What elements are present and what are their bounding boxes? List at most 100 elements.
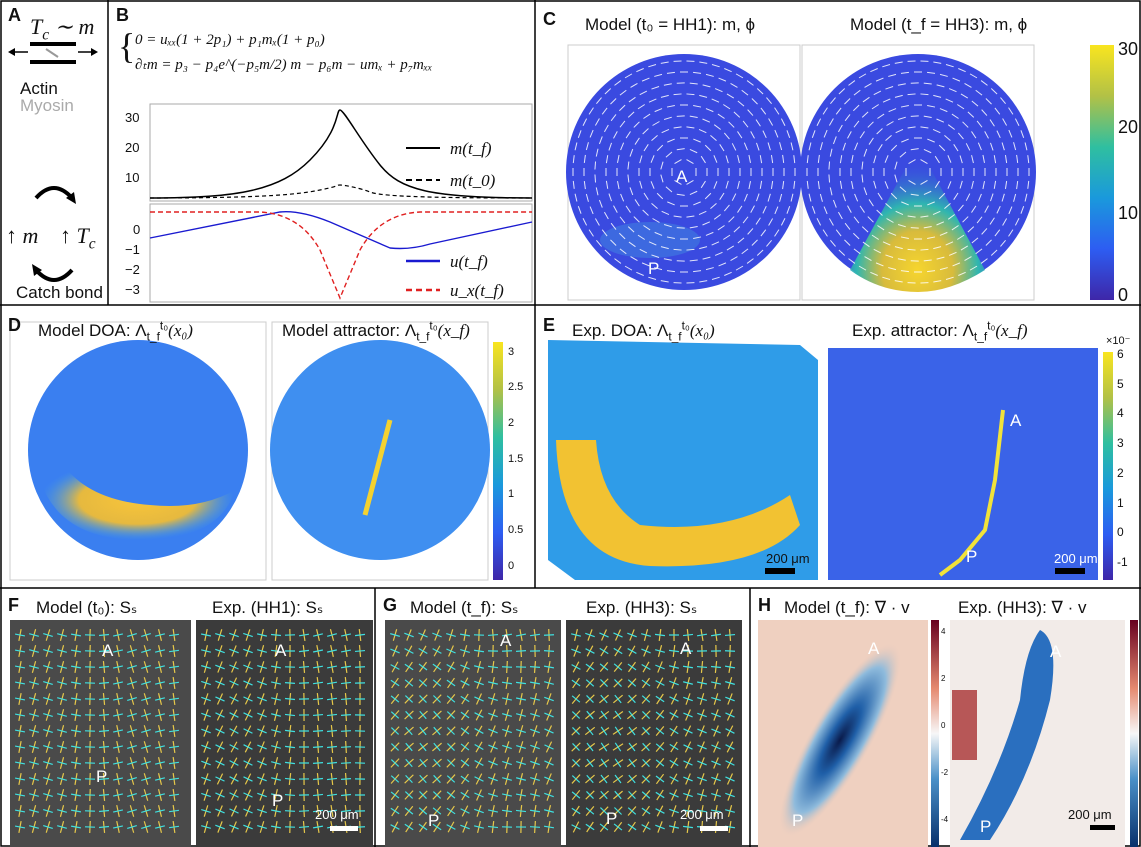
tensor-glyph	[418, 647, 428, 655]
tensor-glyph	[487, 665, 499, 669]
tensor-glyph	[57, 681, 67, 685]
orientation-dash	[793, 180, 796, 189]
tensor-glyph	[57, 649, 67, 653]
tensor-glyph	[57, 633, 67, 637]
colorbar-label: 4	[941, 627, 946, 636]
tensor-glyph	[572, 727, 580, 735]
tensor-glyph	[725, 809, 735, 813]
orientation-dash	[894, 246, 903, 250]
orientation-dash	[585, 193, 589, 202]
tensor-glyph	[29, 633, 39, 637]
orientation-dash	[648, 276, 657, 280]
tensor-glyph	[683, 744, 693, 750]
tensor-glyph	[474, 728, 484, 734]
orientation-dash	[888, 108, 897, 113]
orientation-dash	[862, 96, 870, 103]
tensor-glyph	[168, 745, 180, 749]
orientation-dash	[958, 271, 966, 276]
orientation-dash	[897, 224, 906, 228]
tensor-glyph	[326, 665, 338, 669]
tensor-glyph	[460, 759, 470, 767]
orientation-dash	[1000, 239, 1006, 247]
orientation-dash	[686, 248, 695, 251]
tensor-glyph	[284, 697, 296, 701]
tensor-glyph	[43, 632, 53, 638]
orientation-dash	[837, 124, 843, 133]
tensor-glyph	[43, 712, 53, 718]
tensor-glyph	[474, 792, 484, 798]
orientation-dash	[637, 234, 645, 240]
symbol: ↑ T	[60, 223, 89, 248]
d-maps	[9, 321, 503, 581]
tensor-glyph	[405, 774, 413, 784]
tensor-glyph	[487, 633, 499, 637]
orientation-dash	[958, 68, 966, 73]
tensor-glyph	[419, 774, 427, 784]
orientation-dash	[993, 180, 997, 189]
panel-title: Model (t_f = HH3): m, ϕ	[850, 15, 1028, 34]
tensor-glyph	[432, 663, 442, 671]
orientation-dash	[920, 215, 929, 218]
panel-title: Model (t₀ = HH1): m, ϕ	[585, 15, 756, 34]
orientation-dash	[888, 73, 897, 77]
tensor-glyph	[243, 792, 253, 798]
orientation-dash	[750, 205, 755, 213]
tensor-glyph	[29, 809, 39, 813]
orientation-dash	[936, 84, 945, 88]
orientation-dash	[839, 180, 843, 189]
orientation-dash	[641, 262, 650, 267]
tensor-glyph	[168, 777, 180, 781]
tensor-glyph	[340, 633, 352, 637]
colorbar-label: 0	[1118, 285, 1129, 305]
tensor-glyph	[201, 776, 211, 782]
orientation-dash	[990, 88, 998, 95]
tensor-glyph	[284, 682, 296, 684]
orientation-dash	[1024, 142, 1028, 151]
tensor-glyph	[544, 712, 554, 718]
orientation-dash	[601, 107, 608, 115]
tensor-glyph	[112, 633, 124, 637]
orientation-dash	[885, 134, 892, 141]
tensor-glyph	[488, 760, 498, 766]
orientation-dash	[1008, 129, 1013, 138]
tensor-glyph	[112, 681, 124, 685]
tensor-glyph	[502, 760, 512, 766]
orientation-dash	[858, 265, 867, 271]
orientation-dash	[751, 98, 758, 105]
orientation-dash	[980, 80, 988, 86]
orientation-dash	[873, 248, 882, 254]
orientation-dash	[737, 205, 743, 213]
panel-letter: G	[383, 595, 398, 615]
orientation-dash	[1002, 218, 1008, 226]
tensor-glyph	[127, 681, 137, 685]
tensor-glyph	[446, 648, 456, 654]
tensor-glyph	[43, 744, 53, 750]
orientation-dash	[730, 82, 738, 88]
orientation-dash	[864, 256, 872, 262]
tensor-glyph	[474, 743, 484, 751]
tensor-glyph	[600, 742, 608, 752]
orientation-dash	[900, 236, 909, 239]
orientation-dash	[713, 214, 721, 220]
orientation-dash	[601, 229, 608, 237]
orientation-dash	[868, 137, 874, 145]
orientation-dash	[728, 121, 735, 128]
orientation-dash	[594, 218, 600, 226]
orientation-dash	[639, 90, 648, 96]
orientation-dash	[990, 193, 994, 202]
tensor-glyph	[57, 777, 67, 781]
orientation-dash	[714, 88, 723, 93]
tensor-glyph	[501, 697, 513, 701]
orientation-dash	[762, 130, 767, 139]
tensor-glyph	[599, 823, 609, 831]
tensor-glyph	[586, 774, 594, 784]
tensor-glyph	[390, 695, 400, 703]
orientation-dash	[1027, 180, 1030, 189]
tensor-glyph	[530, 776, 540, 782]
tensor-glyph	[155, 825, 165, 829]
orientation-dash	[673, 215, 682, 218]
orientation-dash	[702, 256, 711, 260]
tensor-glyph	[641, 791, 651, 799]
orientation-dash	[971, 131, 977, 139]
orientation-dash	[624, 73, 633, 79]
